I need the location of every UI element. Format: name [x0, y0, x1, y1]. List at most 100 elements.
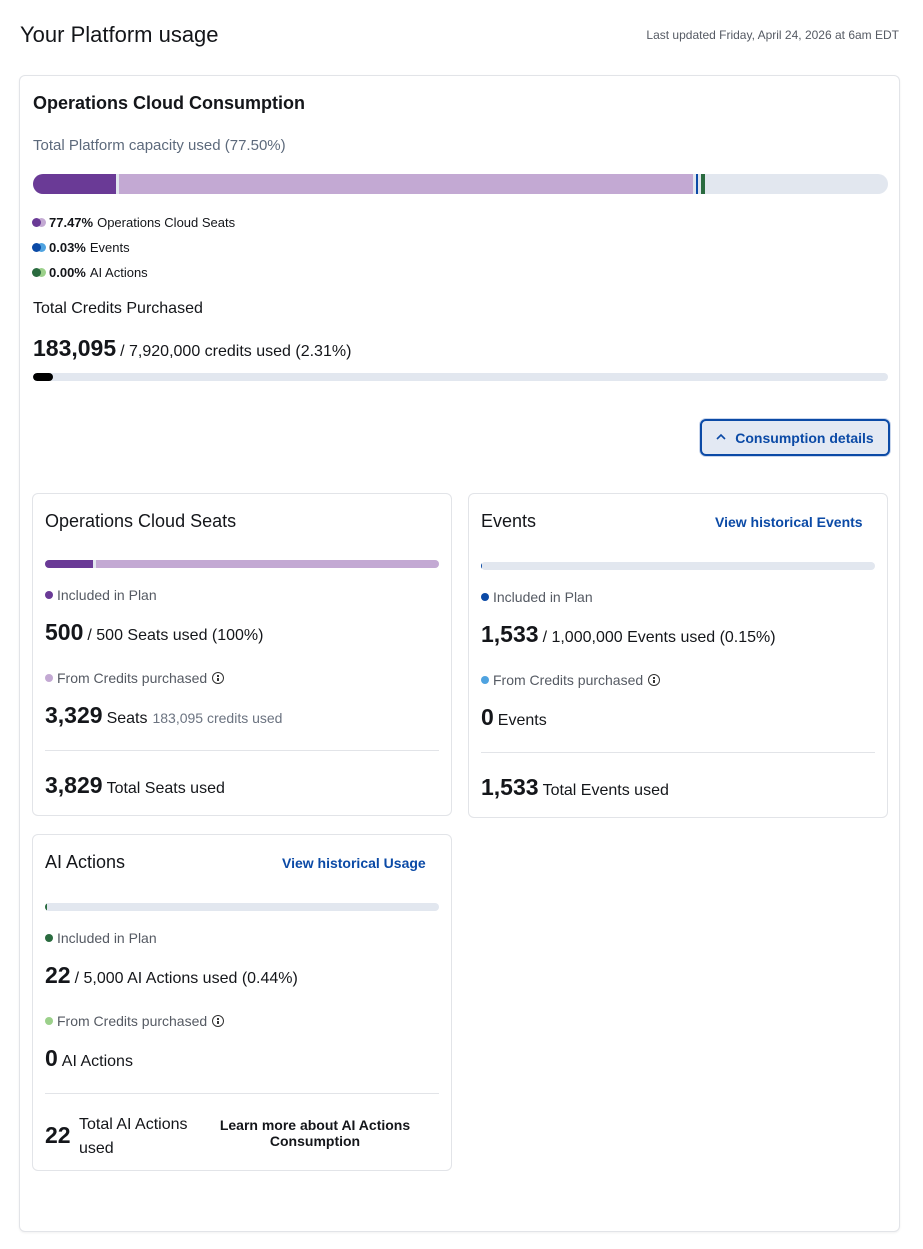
- seats-credits-segment: [96, 560, 439, 568]
- ai-actions-included-segment: [45, 903, 47, 911]
- legend-events: 0.03% Events: [32, 240, 130, 255]
- events-total-stat: 1,533 Total Events used: [481, 774, 669, 801]
- events-bar: [481, 562, 875, 570]
- events-included-segment: [481, 562, 482, 570]
- capacity-bar: [33, 174, 888, 194]
- seats-credits-text: From Credits purchased: [57, 670, 208, 686]
- events-divider: [481, 752, 875, 753]
- legend-ai-actions-dots: [32, 268, 46, 277]
- events-included-rest: / 1,000,000 Events used (0.15%): [542, 629, 776, 646]
- ai-actions-divider: [45, 1093, 439, 1094]
- seats-included-dot: [45, 591, 53, 599]
- capacity-events-segment: [696, 174, 698, 194]
- ai-actions-total-value: 22: [45, 1122, 71, 1148]
- seats-bar: [45, 560, 439, 568]
- ai-actions-credits-text: From Credits purchased: [57, 1013, 208, 1029]
- credits-bar: [33, 373, 888, 381]
- seats-included-label: Included in Plan: [45, 587, 157, 603]
- ai-actions-credits-dot: [45, 1017, 53, 1025]
- ai-actions-credits-label: From Credits purchased: [45, 1013, 225, 1029]
- ai-actions-total-stat: 22: [45, 1122, 71, 1149]
- credits-label: Total Credits Purchased: [33, 300, 203, 317]
- ai-actions-included-rest: / 5,000 AI Actions used (0.44%): [74, 970, 298, 987]
- view-historical-usage-link[interactable]: View historical Usage: [282, 855, 426, 871]
- ai-actions-bar: [45, 903, 439, 911]
- events-total-label: Total Events used: [542, 782, 669, 799]
- seats-included-rest: / 500 Seats used (100%): [87, 627, 264, 644]
- last-updated-text: Last updated Friday, April 24, 2026 at 6…: [646, 28, 899, 42]
- chevron-up-icon: [716, 432, 726, 443]
- events-included-label: Included in Plan: [481, 589, 593, 605]
- ai-actions-included-dot: [45, 934, 53, 942]
- consumption-details-button[interactable]: Consumption details: [700, 419, 890, 456]
- legend-seats-percent: 77.47%: [49, 215, 94, 230]
- seats-card: Operations Cloud Seats Included in Plan …: [32, 493, 452, 816]
- seats-title: Operations Cloud Seats: [45, 511, 237, 531]
- legend-seats: 77.47% Operations Cloud Seats: [32, 215, 235, 230]
- legend-seats-dots: [32, 218, 46, 227]
- info-icon[interactable]: [212, 672, 225, 684]
- seats-credits-value: 3,329: [45, 702, 103, 728]
- legend-ai-actions-label: AI Actions: [89, 265, 148, 280]
- consumption-card: Operations Cloud Consumption Total Platf…: [19, 75, 900, 1232]
- page-header: Your Platform usage Last updated Friday,…: [20, 22, 900, 52]
- events-credits-label: From Credits purchased: [481, 672, 661, 688]
- events-included-stat: 1,533 / 1,000,000 Events used (0.15%): [481, 621, 776, 648]
- capacity-ai-actions-segment: [701, 174, 705, 194]
- seats-credits-label: From Credits purchased: [45, 670, 225, 686]
- events-included-dot: [481, 593, 489, 601]
- ai-actions-included-stat: 22 / 5,000 AI Actions used (0.44%): [45, 962, 298, 989]
- ai-actions-included-text: Included in Plan: [57, 930, 157, 946]
- seats-included-stat: 500 / 500 Seats used (100%): [45, 619, 263, 646]
- events-included-text: Included in Plan: [493, 589, 593, 605]
- capacity-seats-credits-segment: [119, 174, 693, 194]
- ai-actions-credits-unit: AI Actions: [61, 1053, 133, 1070]
- events-credits-dot: [481, 676, 489, 684]
- seats-included-value: 500: [45, 619, 84, 645]
- info-icon[interactable]: [212, 1015, 225, 1027]
- seats-credits-dot: [45, 674, 53, 682]
- events-credits-text: From Credits purchased: [493, 672, 644, 688]
- consumption-title: Operations Cloud Consumption: [33, 93, 305, 113]
- legend-events-label: Events: [89, 240, 130, 255]
- credits-bar-fill: [33, 373, 53, 381]
- events-included-value: 1,533: [481, 621, 539, 647]
- events-card: Events View historical Events Included i…: [468, 493, 888, 818]
- events-credits-value: 0: [481, 704, 494, 730]
- seats-credits-stat: 3,329 Seats 183,095 credits used: [45, 702, 282, 729]
- legend-ai-actions-percent: 0.00%: [49, 265, 86, 280]
- legend-seats-label: Operations Cloud Seats: [97, 215, 236, 230]
- ai-actions-included-label: Included in Plan: [45, 930, 157, 946]
- credits-used-value: 183,095: [33, 335, 117, 361]
- seats-credits-note: 183,095 credits used: [152, 710, 283, 726]
- events-total-value: 1,533: [481, 774, 539, 800]
- events-credits-unit: Events: [497, 712, 547, 729]
- capacity-label: Total Platform capacity used (77.50%): [33, 137, 286, 154]
- ai-actions-credits-value: 0: [45, 1045, 58, 1071]
- capacity-seats-included-segment: [33, 174, 116, 194]
- credits-summary: 183,095 / 7,920,000 credits used (2.31%): [33, 335, 351, 362]
- view-historical-events-link[interactable]: View historical Events: [715, 514, 863, 530]
- credits-total-text: / 7,920,000 credits used (2.31%): [120, 343, 352, 360]
- info-icon[interactable]: [648, 674, 661, 686]
- seats-included-text: Included in Plan: [57, 587, 157, 603]
- consumption-details-label: Consumption details: [735, 429, 874, 446]
- legend-events-percent: 0.03%: [49, 240, 86, 255]
- ai-actions-total-label: Total AI Actions used: [79, 1116, 188, 1157]
- ai-actions-included-value: 22: [45, 962, 71, 988]
- seats-divider: [45, 750, 439, 751]
- seats-included-segment: [45, 560, 93, 568]
- seats-total-stat: 3,829 Total Seats used: [45, 772, 225, 799]
- legend-events-dots: [32, 243, 46, 252]
- events-title: Events: [481, 511, 537, 531]
- seats-total-label: Total Seats used: [106, 780, 225, 797]
- ai-actions-credits-stat: 0 AI Actions: [45, 1045, 133, 1072]
- legend-ai-actions: 0.00% AI Actions: [32, 265, 148, 280]
- events-credits-stat: 0 Events: [481, 704, 547, 731]
- page-title: Your Platform usage: [20, 22, 219, 47]
- ai-actions-title: AI Actions: [45, 852, 126, 872]
- seats-total-value: 3,829: [45, 772, 103, 798]
- seats-credits-unit: Seats: [106, 710, 148, 727]
- ai-actions-card: AI Actions View historical Usage Include…: [32, 834, 452, 1171]
- learn-more-ai-actions-link[interactable]: Learn more about AI Actions Consumption: [219, 1117, 411, 1149]
